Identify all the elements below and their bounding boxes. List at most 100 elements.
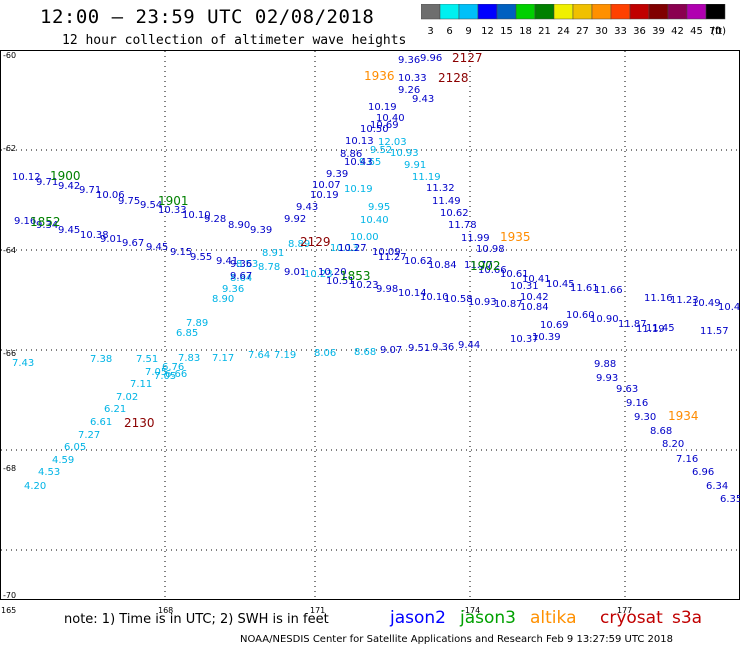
- colorbar-tick-label: 12: [481, 26, 494, 37]
- colorbar: 3 6 9 12 15 18 21 24 27 30 33 36 39 42 45 70(ft): [421, 4, 726, 37]
- legend-altika: altika: [530, 608, 577, 628]
- lat-tick-label: -68: [3, 464, 16, 473]
- swh-value-label: 8.91: [262, 248, 284, 259]
- swh-value-label: 8.90: [212, 294, 234, 305]
- lon-tick-label: -174: [462, 606, 480, 615]
- colorbar-tick-label: 24: [557, 26, 570, 37]
- swh-value-label: 10.33: [398, 73, 427, 84]
- colorbar-ticks: 3 6 9 12 15 18 21 24 27 30 33 36 39 42 45 70(ft): [427, 26, 726, 37]
- map-title: 12:00 – 23:59 UTC 02/08/2018: [40, 6, 375, 28]
- lat-lon-grid: [1, 51, 739, 598]
- swh-value-label: 9.65: [359, 157, 381, 168]
- swh-value-label: 9.45: [146, 242, 168, 253]
- colorbar-tick-label: 18: [519, 26, 532, 37]
- colorbar-tick-label: 33: [614, 26, 627, 37]
- swh-value-label: 10.19: [344, 184, 373, 195]
- pass-time-label: 1901: [158, 194, 189, 208]
- swh-value-label: 11.61: [570, 283, 599, 294]
- pass-time-label: 2129: [300, 235, 331, 249]
- swh-value-label: 11.19: [412, 172, 441, 183]
- swh-value-label: 12.03: [378, 137, 407, 148]
- swh-value-label: 7.89: [186, 318, 208, 329]
- lat-tick-label: -66: [3, 349, 16, 358]
- swh-value-label: 9.95: [368, 202, 390, 213]
- lat-tick-label: -62: [3, 144, 16, 153]
- swh-value-label: 11.57: [700, 326, 729, 337]
- swh-value-label: 10.19: [310, 190, 339, 201]
- colorbar-tick-label: 9: [465, 26, 471, 37]
- swh-value-label: 11.87: [618, 319, 647, 330]
- swh-value-label: 9.36: [222, 284, 244, 295]
- swh-value-label: 9.01: [284, 267, 306, 278]
- swh-value-label: 9.28: [204, 214, 226, 225]
- swh-value-label: 8.86: [340, 149, 362, 160]
- swh-value-label: 10.45: [546, 279, 575, 290]
- swh-value-label: 7.51: [136, 354, 158, 365]
- swh-value-label: 11.45: [646, 323, 675, 334]
- swh-value-label: 6.85: [176, 328, 198, 339]
- swh-value-label: 11.16: [644, 293, 673, 304]
- colorbar-tick-label: 6: [446, 26, 452, 37]
- swh-value-label: 4.20: [24, 481, 46, 492]
- swh-value-label: 9.93: [596, 373, 618, 384]
- pass-time-label: 1936: [364, 69, 395, 83]
- pass-time-label: 2130: [124, 416, 155, 430]
- swh-value-label: 10.40: [718, 302, 740, 313]
- swh-value-label: 10.60: [566, 310, 595, 321]
- swh-value-label: 7.05: [145, 367, 167, 378]
- swh-value-label: 6.34: [706, 481, 728, 492]
- swh-value-label: 11.19: [636, 324, 665, 335]
- swh-value-label: 10.93: [468, 297, 497, 308]
- swh-value-label: 10.87: [494, 299, 523, 310]
- colorbar-tick-label: 3: [427, 26, 433, 37]
- swh-value-label: 10.10: [182, 210, 211, 221]
- swh-value-label: 8.64: [230, 273, 252, 284]
- legend-s3a: s3a: [672, 608, 703, 628]
- swh-value-label: 10.06: [96, 190, 125, 201]
- swh-value-label: 10.09: [372, 247, 401, 258]
- swh-value-label: 10.23: [304, 269, 333, 280]
- swh-value-label: 9.96: [420, 53, 442, 64]
- note-text: note: 1) Time is in UTC; 2) SWH is in fe…: [64, 612, 329, 627]
- lat-tick-label: -70: [3, 591, 16, 600]
- swh-value-label: 9.39: [250, 225, 272, 236]
- colorbar-tick-label: 36: [633, 26, 646, 37]
- swh-value-label: 11.78: [448, 220, 477, 231]
- swh-value-label: 4.59: [52, 455, 74, 466]
- colorbar-tick-label: 70: [709, 26, 722, 37]
- swh-value-label: 10.61: [500, 269, 529, 280]
- swh-value-label: 9.39: [326, 169, 348, 180]
- swh-value-label: 9.91: [404, 160, 426, 171]
- swh-value-label: 10.58: [444, 294, 473, 305]
- pass-time-label: 1900: [50, 169, 81, 183]
- swh-value-label: 10.84: [428, 260, 457, 271]
- swh-value-label: 10.27: [338, 243, 367, 254]
- swh-value-label: 7.64: [248, 350, 270, 361]
- swh-value-label: 10.69: [540, 320, 569, 331]
- swh-value-label: 10.33: [158, 205, 187, 216]
- swh-value-label: 7.43: [12, 358, 34, 369]
- swh-value-label: 9.92: [284, 214, 306, 225]
- pass-time-label: 1902: [470, 259, 501, 273]
- swh-value-label: 4.53: [38, 467, 60, 478]
- swh-value-label: 9.98: [376, 284, 398, 295]
- colorbar-swatch: [705, 4, 726, 20]
- colorbar-tick-label: 15: [500, 26, 513, 37]
- swh-value-label: 9.88: [594, 359, 616, 370]
- colorbar-swatches: [421, 4, 726, 20]
- lon-tick-label: 168: [158, 606, 173, 615]
- swh-value-label: 8.20: [662, 439, 684, 450]
- swh-value-label: 9.43: [296, 202, 318, 213]
- swh-value-label: 9.15: [170, 247, 192, 258]
- swh-value-label: 11.32: [426, 183, 455, 194]
- colorbar-tick-label: 27: [576, 26, 589, 37]
- swh-value-label: 10.38: [80, 230, 109, 241]
- swh-value-label: 10.84: [520, 302, 549, 313]
- swh-value-label: 8.90: [228, 220, 250, 231]
- swh-value-label: 9.34: [36, 220, 58, 231]
- swh-value-label: 10.66: [478, 265, 507, 276]
- axis-labels: -60 -62 -64 -66 -68 -70 165 168 171 -174 177: [1, 51, 632, 615]
- pass-time-label: 2127: [452, 51, 483, 65]
- colorbar-tick-label: 45: [690, 26, 703, 37]
